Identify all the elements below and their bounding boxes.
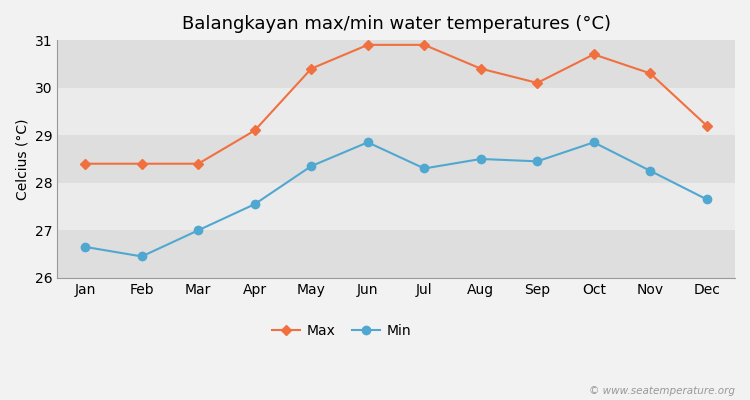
Y-axis label: Celcius (°C): Celcius (°C) <box>15 118 29 200</box>
Bar <box>57 135 735 183</box>
Bar <box>57 88 735 135</box>
Bar <box>57 183 735 230</box>
Legend: Max, Min: Max, Min <box>266 318 417 343</box>
Title: Balangkayan max/min water temperatures (°C): Balangkayan max/min water temperatures (… <box>182 15 610 33</box>
Text: © www.seatemperature.org: © www.seatemperature.org <box>589 386 735 396</box>
Bar <box>57 40 735 88</box>
Bar <box>57 230 735 278</box>
